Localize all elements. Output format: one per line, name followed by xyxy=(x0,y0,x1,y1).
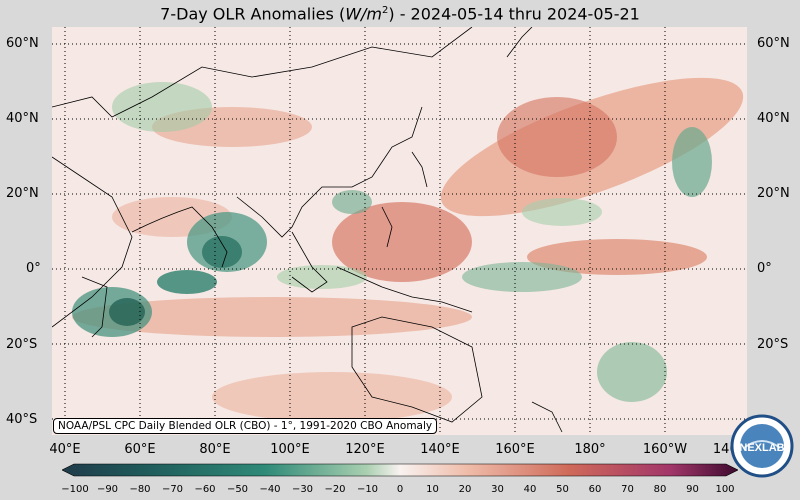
nexlab-logo: NEXLAB xyxy=(730,414,794,478)
lat-label-40s: 40°S xyxy=(6,412,38,427)
colorbar-tick-label: −70 xyxy=(161,484,184,495)
colorbar-tick-label: −60 xyxy=(194,484,216,495)
lon-label-120e: 120°E xyxy=(345,442,385,457)
colorbar-tick-label: 100 xyxy=(715,484,735,495)
lat-label-40n-right: 40°N xyxy=(757,111,790,126)
colorbar-tick-label: 80 xyxy=(653,484,667,495)
map-title: 7-Day OLR Anomalies (W/m2) - 2024-05-14 … xyxy=(160,4,640,24)
lat-label-60n: 60°N xyxy=(6,36,39,51)
lon-label-160w: 160°W xyxy=(642,442,688,457)
lat-label-eq-right: 0° xyxy=(757,261,772,276)
data-credit-label: NOAA/PSL CPC Daily Blended OLR (CBO) - 1… xyxy=(53,418,438,434)
lat-label-40n: 40°N xyxy=(6,111,39,126)
map-field xyxy=(52,27,747,435)
colorbar-tick-label: −30 xyxy=(291,484,314,495)
colorbar-tick-label: 10 xyxy=(426,484,439,495)
lat-label-20n: 20°N xyxy=(6,186,39,201)
lon-label-140e: 140°E xyxy=(420,442,460,457)
colorbar-tick-label: −90 xyxy=(96,484,119,495)
colorbar-tick-label: −50 xyxy=(226,484,249,495)
colorbar-tick-label: 30 xyxy=(491,484,504,495)
lat-label-20s-right: 20°S xyxy=(757,337,789,352)
colorbar-tick-label: −100 xyxy=(61,484,89,495)
lon-label-40e: 40°E xyxy=(49,442,81,457)
colorbar-tick-label: 60 xyxy=(588,484,602,495)
colorbar-tick-label: −20 xyxy=(324,484,346,495)
olr-anomaly-map xyxy=(52,27,747,435)
colorbar-tick-label: 40 xyxy=(523,484,537,495)
colorbar-tick-label: 20 xyxy=(458,484,472,495)
lat-label-20s: 20°S xyxy=(6,337,38,352)
lat-label-20n-right: 20°N xyxy=(757,186,790,201)
colorbar-tick-label: −80 xyxy=(129,484,151,495)
svg-text:NEXLAB: NEXLAB xyxy=(739,442,784,454)
colorbar-tick-label: −40 xyxy=(259,484,281,495)
colorbar-tick-label: 50 xyxy=(556,484,569,495)
lon-label-80e: 80°E xyxy=(199,442,231,457)
colorbar-tick-label: −10 xyxy=(356,484,379,495)
lon-label-160e: 160°E xyxy=(495,442,535,457)
colorbar-tick-label: 90 xyxy=(686,484,699,495)
lon-label-180: 180° xyxy=(574,442,606,457)
lat-label-eq: 0° xyxy=(26,261,41,276)
lat-label-60n-right: 60°N xyxy=(757,36,790,51)
colorbar xyxy=(62,463,738,477)
lon-label-100e: 100°E xyxy=(270,442,310,457)
colorbar-tick-label: 0 xyxy=(396,484,404,495)
colorbar-tick-label: 70 xyxy=(621,484,634,495)
lon-label-60e: 60°E xyxy=(124,442,156,457)
